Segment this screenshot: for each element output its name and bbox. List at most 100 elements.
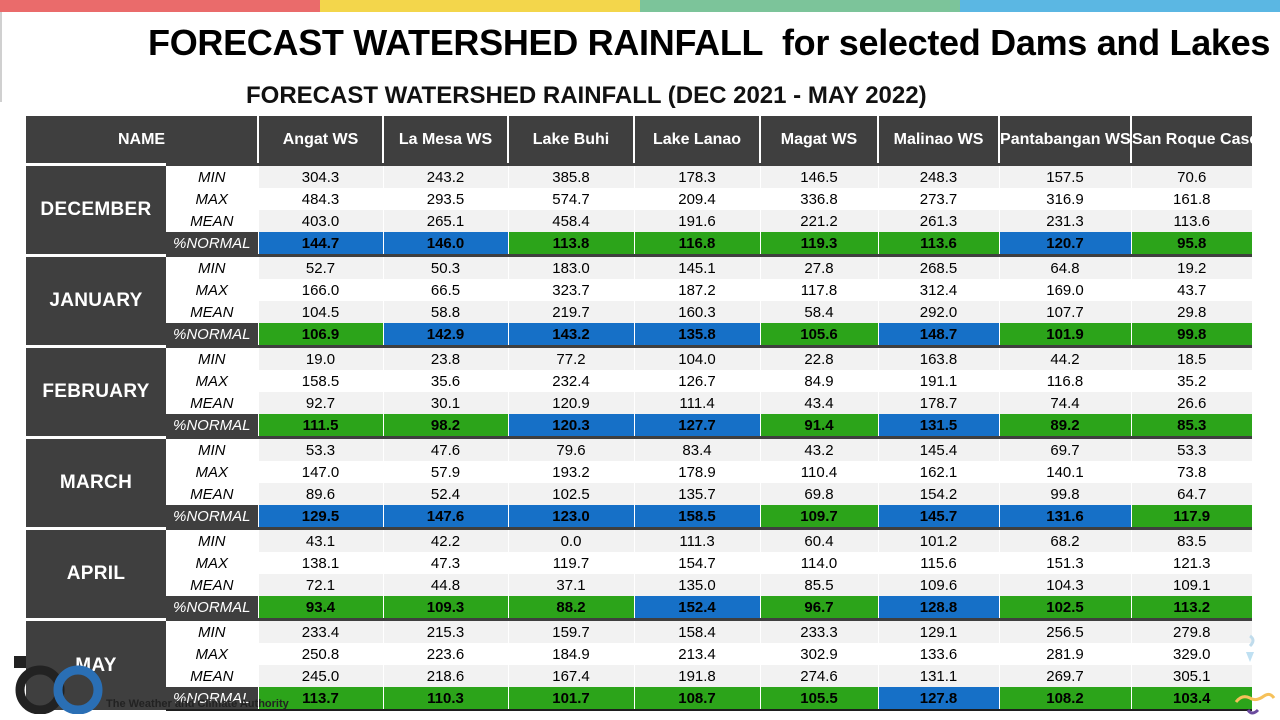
month-label: DECEMBER	[26, 163, 166, 256]
min-value-cell: 18.5	[1130, 345, 1253, 370]
mean-value-cell: 92.7	[257, 392, 384, 414]
normal-value-cell: 148.7	[877, 323, 1000, 348]
mean-value-cell: 292.0	[877, 301, 1000, 323]
normal-value-cell: 88.2	[507, 596, 635, 621]
corner-decoration-icon	[1234, 634, 1276, 715]
min-value-cell: 23.8	[382, 345, 509, 370]
min-value-cell: 47.6	[382, 436, 509, 461]
normal-value-cell: 96.7	[759, 596, 879, 621]
min-value-cell: 19.0	[257, 345, 384, 370]
max-value-cell: 312.4	[877, 279, 1000, 301]
mean-value-cell: 131.1	[877, 665, 1000, 687]
normal-value-cell: 110.3	[382, 687, 509, 711]
mean-value-cell: 191.8	[633, 665, 761, 687]
mean-value-cell: 58.4	[759, 301, 879, 323]
stat-label-min: MIN	[166, 163, 259, 188]
max-value-cell: 232.4	[507, 370, 635, 392]
mean-value-cell: 109.1	[1130, 574, 1253, 596]
table-row: MAX 250.8 223.6 184.9 213.4 302.9 133.6 281.9 32…	[26, 643, 1253, 665]
max-value-cell: 191.1	[877, 370, 1000, 392]
normal-value-cell: 89.2	[998, 414, 1132, 439]
mean-value-cell: 109.6	[877, 574, 1000, 596]
column-header: Lake Lanao	[633, 116, 761, 165]
stat-label-min: MIN	[166, 618, 259, 643]
top-color-bar	[0, 0, 1280, 12]
normal-value-cell: 85.3	[1130, 414, 1253, 439]
mean-value-cell: 274.6	[759, 665, 879, 687]
table-row: MEAN 104.5 58.8 219.7 160.3 58.4 292.0 107.7 29.…	[26, 301, 1253, 323]
mean-value-cell: 113.6	[1130, 210, 1253, 232]
normal-value-cell: 119.3	[759, 232, 879, 257]
min-value-cell: 0.0	[507, 527, 635, 552]
min-value-cell: 50.3	[382, 254, 509, 279]
min-value-cell: 146.5	[759, 163, 879, 188]
table-row: FEBRUARY MIN 19.0 23.8 77.2 104.0 22.8 163.8 44.…	[26, 345, 1253, 438]
stat-label-mean: MEAN	[166, 392, 259, 414]
mean-value-cell: 74.4	[998, 392, 1132, 414]
mean-value-cell: 178.7	[877, 392, 1000, 414]
max-value-cell: 151.3	[998, 552, 1132, 574]
min-value-cell: 178.3	[633, 163, 761, 188]
normal-value-cell: 120.7	[998, 232, 1132, 257]
normal-value-cell: 95.8	[1130, 232, 1253, 257]
table-row: MAX 166.0 66.5 323.7 187.2 117.8 312.4 169.0 43.…	[26, 279, 1253, 301]
mean-value-cell: 99.8	[998, 483, 1132, 505]
org-tagline: The Weather and Climate Authority	[106, 698, 289, 710]
max-value-cell: 154.7	[633, 552, 761, 574]
max-value-cell: 110.4	[759, 461, 879, 483]
mean-value-cell: 37.1	[507, 574, 635, 596]
stat-label-max: MAX	[166, 552, 259, 574]
table-row: MEAN 72.1 44.8 37.1 135.0 85.5 109.6 104.3 109.1	[26, 574, 1253, 596]
max-value-cell: 133.6	[877, 643, 1000, 665]
stat-label-mean: MEAN	[166, 301, 259, 323]
mean-value-cell: 221.2	[759, 210, 879, 232]
stat-label-normal: %NORMAL	[166, 414, 259, 439]
page-title: FORECAST WATERSHED RAINFALL for selected…	[148, 22, 1271, 63]
min-value-cell: 70.6	[1130, 163, 1253, 188]
min-value-cell: 60.4	[759, 527, 879, 552]
min-value-cell: 22.8	[759, 345, 879, 370]
stat-label-mean: MEAN	[166, 210, 259, 232]
min-value-cell: 52.7	[257, 254, 384, 279]
max-value-cell: 116.8	[998, 370, 1132, 392]
min-value-cell: 157.5	[998, 163, 1132, 188]
stat-label-normal: %NORMAL	[166, 596, 259, 621]
table-row: MEAN 245.0 218.6 167.4 191.8 274.6 131.1 269.7 3…	[26, 665, 1253, 687]
column-header: Angat WS	[257, 116, 384, 165]
mean-value-cell: 305.1	[1130, 665, 1253, 687]
min-value-cell: 304.3	[257, 163, 384, 188]
min-value-cell: 215.3	[382, 618, 509, 643]
normal-value-cell: 127.8	[877, 687, 1000, 711]
stat-label-min: MIN	[166, 254, 259, 279]
table-header-row: NAME Angat WS La Mesa WS Lake Buhi Lake …	[26, 116, 1253, 165]
normal-value-cell: 102.5	[998, 596, 1132, 621]
normal-value-cell: 105.6	[759, 323, 879, 348]
max-value-cell: 166.0	[257, 279, 384, 301]
max-value-cell: 158.5	[257, 370, 384, 392]
max-value-cell: 323.7	[507, 279, 635, 301]
stat-label-normal: %NORMAL	[166, 505, 259, 530]
mean-value-cell: 52.4	[382, 483, 509, 505]
normal-value-cell: 109.3	[382, 596, 509, 621]
column-header: Malinao WS	[877, 116, 1000, 165]
table-row: %NORMAL 129.5 147.6 123.0 158.5 109.7 145.7 131…	[26, 505, 1253, 530]
max-value-cell: 336.8	[759, 188, 879, 210]
min-value-cell: 77.2	[507, 345, 635, 370]
max-value-cell: 140.1	[998, 461, 1132, 483]
min-value-cell: 159.7	[507, 618, 635, 643]
mean-value-cell: 269.7	[998, 665, 1132, 687]
table-row: %NORMAL 106.9 142.9 143.2 135.8 105.6 148.7 101…	[26, 323, 1253, 348]
min-value-cell: 233.3	[759, 618, 879, 643]
max-value-cell: 223.6	[382, 643, 509, 665]
mean-value-cell: 44.8	[382, 574, 509, 596]
normal-value-cell: 117.9	[1130, 505, 1253, 530]
table-row: MAX 158.5 35.6 232.4 126.7 84.9 191.1 116.8 35.2	[26, 370, 1253, 392]
mean-value-cell: 154.2	[877, 483, 1000, 505]
min-value-cell: 43.2	[759, 436, 879, 461]
mean-value-cell: 26.6	[1130, 392, 1253, 414]
max-value-cell: 316.9	[998, 188, 1132, 210]
normal-value-cell: 99.8	[1130, 323, 1253, 348]
mean-value-cell: 72.1	[257, 574, 384, 596]
normal-value-cell: 128.8	[877, 596, 1000, 621]
max-value-cell: 184.9	[507, 643, 635, 665]
